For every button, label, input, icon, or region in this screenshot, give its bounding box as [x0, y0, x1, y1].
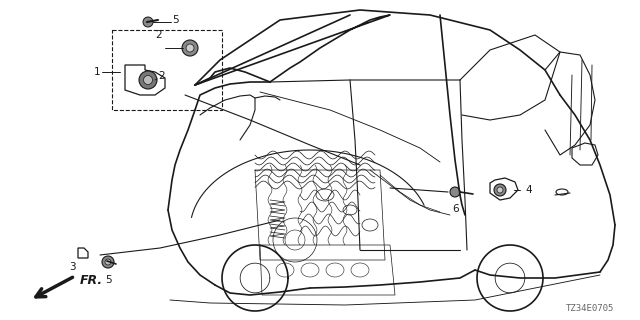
Text: 2: 2: [155, 30, 162, 40]
Circle shape: [497, 187, 503, 193]
Circle shape: [102, 256, 114, 268]
Circle shape: [143, 76, 152, 84]
Circle shape: [105, 259, 111, 265]
Circle shape: [182, 40, 198, 56]
Text: TZ34E0705: TZ34E0705: [566, 304, 614, 313]
Circle shape: [186, 44, 194, 52]
Circle shape: [143, 17, 153, 27]
Text: 5: 5: [172, 15, 179, 25]
Text: 5: 5: [105, 275, 111, 285]
Circle shape: [494, 184, 506, 196]
Text: 1: 1: [93, 67, 100, 77]
Text: 3: 3: [68, 262, 76, 272]
Text: FR.: FR.: [80, 274, 103, 286]
Circle shape: [450, 187, 460, 197]
Text: 4: 4: [525, 185, 532, 195]
Text: 2: 2: [158, 71, 164, 81]
Text: 6: 6: [452, 204, 460, 214]
Circle shape: [139, 71, 157, 89]
